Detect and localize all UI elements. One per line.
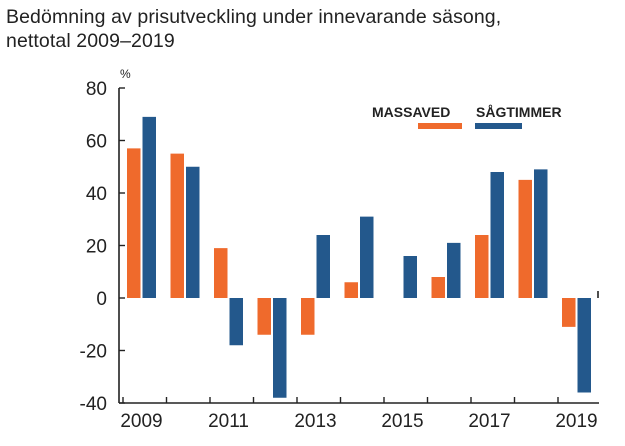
x-tick-label-2019: 2019 [555, 411, 597, 432]
bar-sgtimmer-2015 [403, 256, 417, 298]
x-tick-label-2015: 2015 [381, 411, 423, 432]
y-axis-unit-label: % [120, 67, 131, 81]
chart-title-line-2: nettotal 2009–2019 [6, 30, 175, 52]
x-tick-label-2017: 2017 [468, 411, 510, 432]
bar-sgtimmer-2017 [490, 172, 504, 298]
bar-massaved-2009 [127, 148, 141, 298]
legend-swatch-massaved [418, 123, 462, 129]
bar-sgtimmer-2014 [360, 216, 374, 298]
y-tick-label-3: 20 [86, 237, 107, 258]
x-tick-label-2009: 2009 [120, 411, 162, 432]
legend-label-sgtimmer: SÅGTIMMER [476, 104, 562, 120]
bar-sgtimmer-2013 [316, 235, 330, 298]
x-tick-label-2011: 2011 [208, 411, 249, 432]
bar-sgtimmer-2016 [447, 242, 461, 298]
bar-massaved-2017 [475, 235, 489, 298]
y-tick-label-6: -40 [80, 394, 107, 415]
bar-sgtimmer-2018 [534, 169, 548, 298]
bar-massaved-2019 [562, 298, 576, 327]
y-tick-label-4: 0 [96, 289, 107, 310]
bar-sgtimmer-2009 [142, 116, 156, 298]
x-tick-label-2013: 2013 [294, 411, 336, 432]
chart-title-line-1: Bedömning av prisutveckling under inneva… [6, 6, 502, 28]
y-tick-label-1: 60 [86, 132, 107, 153]
legend-label-massaved: MASSAVED [372, 104, 450, 120]
bar-massaved-2018 [518, 179, 532, 298]
y-tick-label-0: 80 [86, 79, 107, 100]
y-tick-label-5: -20 [80, 342, 107, 363]
bar-massaved-2016 [431, 277, 445, 298]
bar-massaved-2012 [257, 298, 271, 335]
y-tick-label-2: 40 [86, 184, 107, 205]
bar-sgtimmer-2012 [273, 298, 287, 398]
bar-massaved-2014 [344, 282, 358, 298]
bar-sgtimmer-2010 [186, 166, 200, 298]
bar-sgtimmer-2011 [229, 298, 243, 346]
bar-sgtimmer-2019 [577, 298, 591, 393]
legend-swatch-sgtimmer [475, 123, 522, 129]
bar-massaved-2013 [301, 298, 315, 335]
bar-massaved-2011 [214, 248, 228, 298]
bar-massaved-2010 [170, 153, 184, 298]
